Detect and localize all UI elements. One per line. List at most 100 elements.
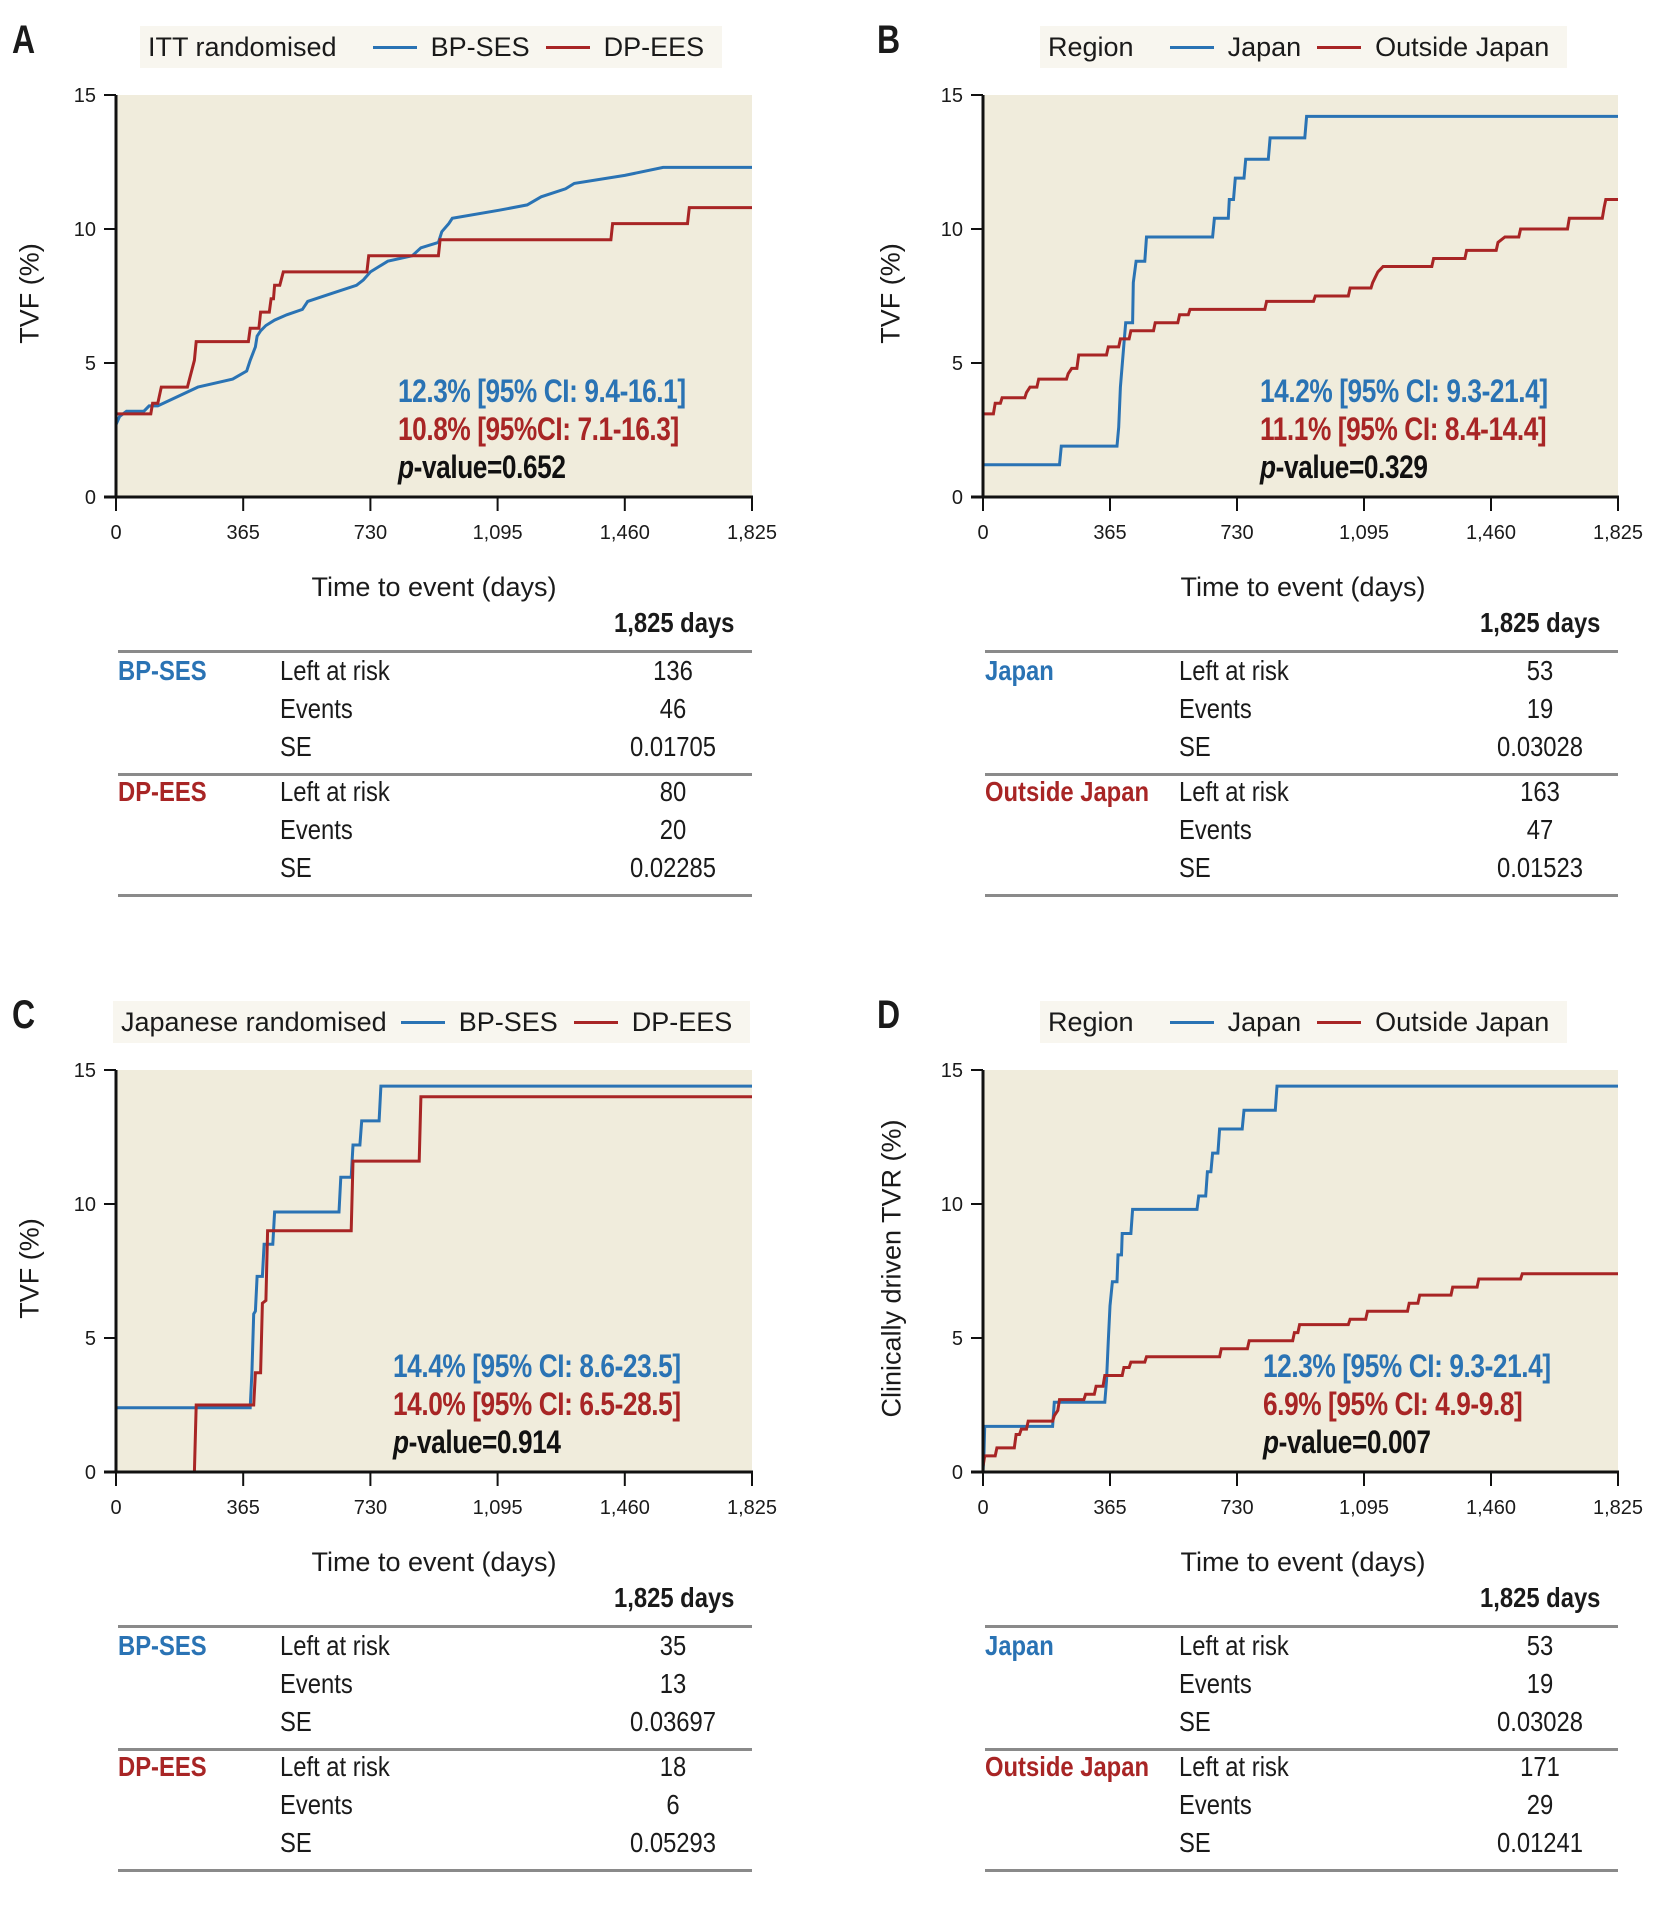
legend-item: Outside Japan	[1375, 31, 1550, 62]
risk-row-label: Left at risk	[280, 1751, 390, 1782]
risk-row-label: Events	[1179, 693, 1252, 724]
risk-table-rule	[985, 773, 1618, 776]
series-line-dp-ees	[114, 206, 752, 497]
legend-swatch-blue	[1169, 45, 1214, 49]
risk-row-value: 0.03028	[1496, 1706, 1584, 1737]
annotation-block: 14.2% [95% CI: 9.3-21.4] 11.1% [95% CI: …	[1260, 372, 1548, 486]
chart-svg: 0 5 10 15 0 365 730 1,095 1,460 1,825	[941, 1060, 1643, 1519]
x-axis-label: Time to event (days)	[311, 572, 557, 602]
risk-row-label: Events	[1179, 1668, 1252, 1699]
risk-row-value: 35	[659, 1630, 687, 1661]
risk-group-name: Japan	[985, 1630, 1054, 1661]
risk-row-value: 163	[1520, 776, 1560, 807]
risk-row-label: Events	[280, 814, 353, 845]
x-tick-label: 1,095	[1339, 522, 1389, 544]
panel-c: C Japanese randomised BP-SES DP-EES TVF …	[0, 975, 827, 1911]
panel-letter: C	[12, 993, 36, 1037]
risk-row-value: 13	[659, 1668, 687, 1699]
p-text: -value=0.914	[408, 1424, 561, 1460]
y-tick-label: 0	[952, 487, 963, 509]
risk-table-header: 1,825 days	[614, 1582, 735, 1613]
legend-swatch-red	[545, 45, 590, 49]
legend-swatch-red	[1317, 1020, 1362, 1024]
risk-table-rule	[118, 894, 752, 897]
x-tick-label: 730	[354, 522, 387, 544]
legend: ITT randomised BP-SES DP-EES	[140, 26, 723, 68]
x-tick-label: 1,460	[1466, 522, 1516, 544]
p-value: p-value=0.329	[1260, 448, 1548, 486]
risk-row-value: 53	[1526, 1630, 1554, 1661]
risk-row-value: 46	[659, 693, 687, 724]
risk-row-value: 0.05293	[629, 1827, 717, 1858]
annotation-block: 12.3% [95% CI: 9.4-16.1] 10.8% [95%CI: 7…	[398, 372, 686, 486]
p-text: -value=0.329	[1275, 449, 1428, 485]
annotation-red: 6.9% [95% CI: 4.9-9.8]	[1263, 1386, 1523, 1422]
series-line-dp-ees	[116, 1095, 752, 1474]
y-tick-label: 10	[74, 219, 96, 241]
risk-table-rule	[118, 1869, 752, 1872]
legend-swatch-blue	[372, 45, 417, 49]
p-label: p	[1260, 449, 1276, 485]
y-tick-label: 15	[941, 1060, 963, 1082]
legend-swatch-blue	[1169, 1020, 1214, 1024]
risk-row-label: Events	[280, 693, 353, 724]
risk-row-value: 136	[653, 655, 693, 686]
x-axis-label: Time to event (days)	[1180, 572, 1426, 602]
risk-row-label: Events	[1179, 1789, 1252, 1820]
risk-row-label: SE	[1179, 731, 1211, 762]
x-tick-label: 0	[977, 522, 988, 544]
x-tick-label: 1,095	[473, 522, 523, 544]
y-tick-label: 10	[941, 1194, 963, 1216]
risk-group-name: BP-SES	[118, 1630, 207, 1661]
risk-row-label: Left at risk	[280, 655, 390, 686]
legend: Region Japan Outside Japan	[1040, 1001, 1568, 1043]
annotation-red: 11.1% [95% CI: 8.4-14.4]	[1260, 411, 1547, 447]
risk-row-value: 53	[1526, 655, 1554, 686]
risk-row-label: SE	[280, 731, 312, 762]
risk-table-rule	[118, 1748, 752, 1751]
legend-item: DP-EES	[631, 1006, 733, 1037]
panel-letter: A	[12, 18, 36, 62]
y-tick-label: 5	[952, 1328, 963, 1350]
risk-row-label: Left at risk	[1179, 776, 1289, 807]
p-value: p-value=0.652	[398, 448, 686, 486]
risk-group-name: Japan	[985, 655, 1054, 686]
legend-swatch-red	[1317, 45, 1362, 49]
panel-d: D Region Japan Outside Japan Clinically …	[867, 975, 1655, 1911]
x-tick-label: 1,460	[600, 1497, 650, 1519]
annotation-blue: 12.3% [95% CI: 9.4-16.1]	[398, 373, 686, 409]
risk-row-value: 18	[659, 1751, 687, 1782]
p-text: -value=0.007	[1278, 1424, 1431, 1460]
risk-table-header: 1,825 days	[614, 607, 735, 638]
risk-row-label: Left at risk	[280, 1630, 390, 1661]
x-tick-label: 730	[1220, 1497, 1253, 1519]
legend-swatch-red	[573, 1020, 618, 1024]
p-label: p	[398, 449, 414, 485]
x-tick-label: 0	[110, 522, 121, 544]
risk-row-label: Left at risk	[1179, 1630, 1289, 1661]
chart-svg: 0 5 10 15 0 365 730 1,095 1,460 1,825	[941, 85, 1643, 544]
risk-row-value: 29	[1526, 1789, 1554, 1820]
plot-area	[983, 1070, 1618, 1472]
x-tick-label: 1,825	[727, 1497, 777, 1519]
y-tick-label: 15	[941, 85, 963, 107]
series-line-outside-japan	[981, 1272, 1618, 1472]
legend-item: Outside Japan	[1375, 1006, 1550, 1037]
x-tick-label: 365	[227, 522, 260, 544]
legend-item: Japan	[1227, 31, 1302, 62]
x-tick-label: 730	[354, 1497, 387, 1519]
legend-title: Japanese randomised	[121, 1006, 387, 1037]
y-tick-label: 5	[952, 353, 963, 375]
risk-row-label: Left at risk	[280, 776, 390, 807]
risk-row-label: SE	[1179, 852, 1211, 883]
series-line-japan	[981, 1084, 1618, 1473]
risk-row-label: Left at risk	[1179, 1751, 1289, 1782]
legend-item: BP-SES	[458, 1006, 558, 1037]
legend-item: DP-EES	[603, 31, 705, 62]
risk-row-label: SE	[280, 1706, 312, 1737]
legend-title: Region	[1048, 31, 1134, 62]
annotation-blue: 14.2% [95% CI: 9.3-21.4]	[1260, 373, 1548, 409]
risk-row-value: 0.01523	[1496, 852, 1584, 883]
p-text: -value=0.652	[413, 449, 566, 485]
